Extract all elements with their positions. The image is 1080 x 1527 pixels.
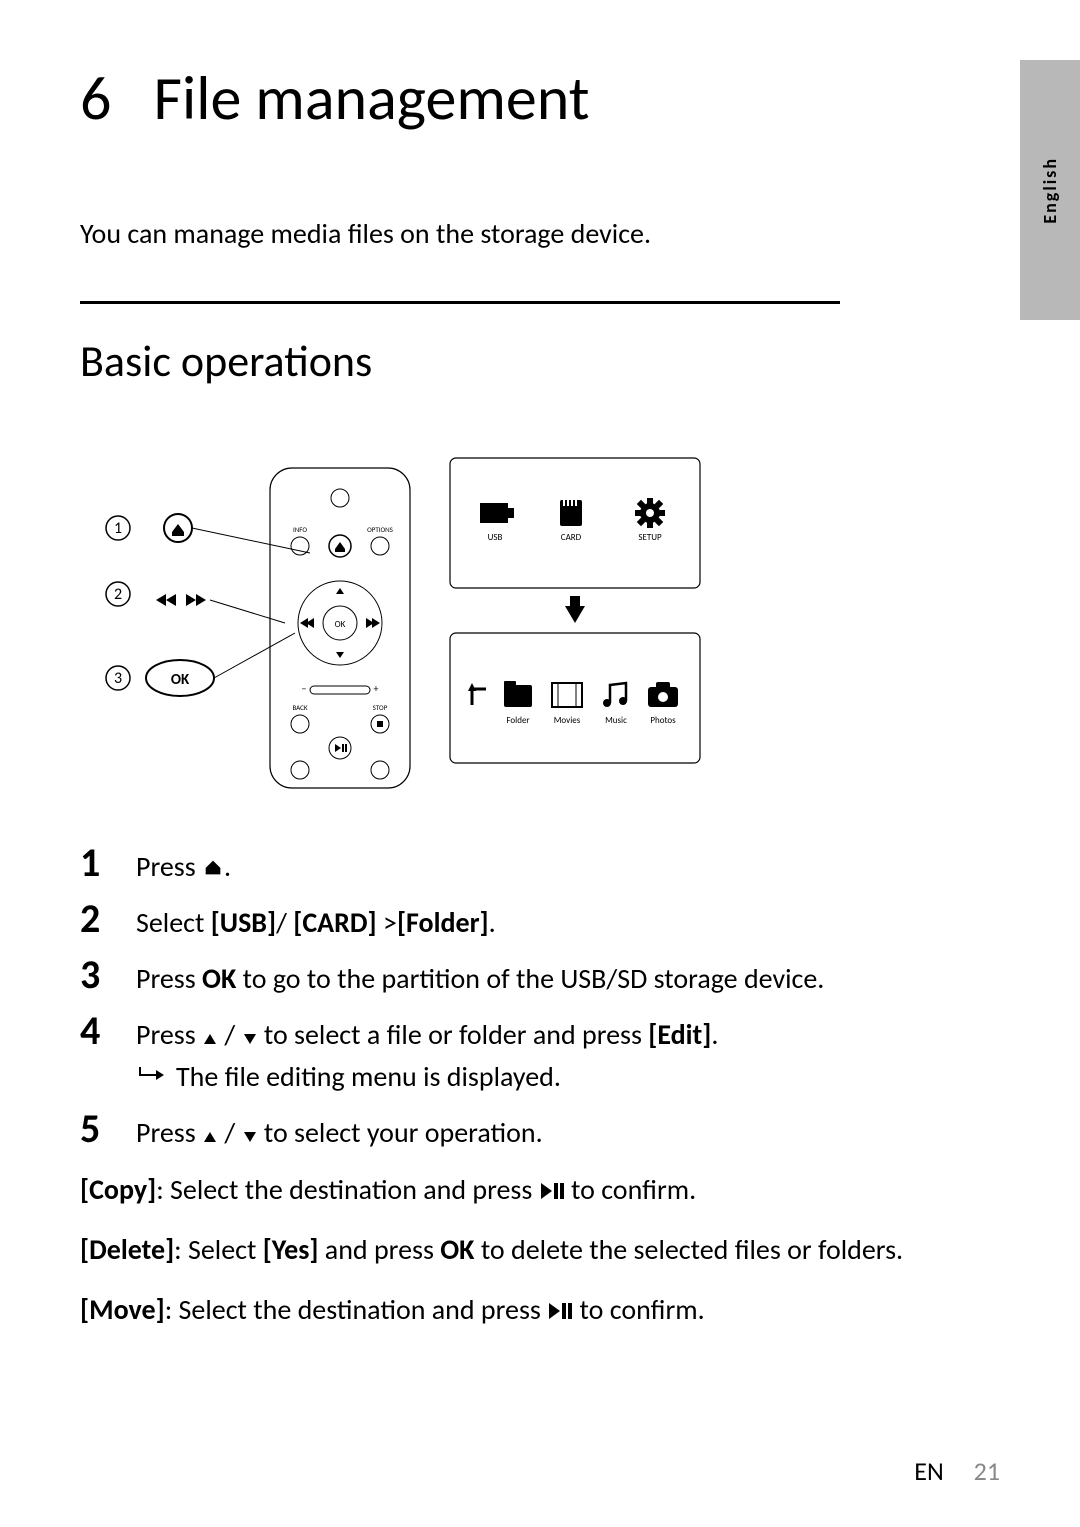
operation-paragraph: [Move]: Select the destination and press… xyxy=(80,1289,1000,1331)
svg-text:Folder: Folder xyxy=(506,715,529,726)
step-body: Press . xyxy=(136,843,1000,885)
chapter-title: File management xyxy=(154,60,590,136)
callout-3: 3 xyxy=(114,669,122,688)
step-number: 1 xyxy=(80,843,136,885)
section-title: Basic operations xyxy=(80,334,1000,388)
svg-text:CARD: CARD xyxy=(561,532,582,543)
step-sub: The file editing menu is displayed. xyxy=(136,1059,1000,1095)
steps-list: 1Press .2Select [USB]/ [CARD] >[Folder].… xyxy=(80,843,1000,1151)
arrow-down-icon xyxy=(565,606,585,623)
diagram-svg: 1 2 3 OK INFO OPTIONS xyxy=(80,438,720,798)
remote-illustration: INFO OPTIONS OK − + BACK STOP xyxy=(270,468,410,788)
step-item: 1Press . xyxy=(80,843,1000,885)
step-item: 2Select [USB]/ [CARD] >[Folder]. xyxy=(80,899,1000,941)
operation-paragraph: [Copy]: Select the destination and press… xyxy=(80,1169,1000,1211)
svg-text:Photos: Photos xyxy=(650,715,676,726)
page-title: 6 File management xyxy=(80,60,1000,136)
step-item: 3Press OK to go to the partition of the … xyxy=(80,955,1000,997)
svg-text:OK: OK xyxy=(335,619,346,630)
svg-text:BACK: BACK xyxy=(292,703,307,712)
svg-text:USB: USB xyxy=(488,532,503,543)
page-footer: EN 21 xyxy=(914,1455,1000,1487)
footer-lang: EN xyxy=(914,1455,943,1487)
svg-text:Music: Music xyxy=(605,715,627,726)
step-number: 5 xyxy=(80,1109,136,1151)
step-item: 5Press / to select your operation. xyxy=(80,1109,1000,1151)
step-body: Press / to select your operation. xyxy=(136,1109,1000,1151)
step-number: 2 xyxy=(80,899,136,941)
svg-text:SETUP: SETUP xyxy=(638,532,662,543)
step-number: 4 xyxy=(80,1011,136,1095)
svg-text:INFO: INFO xyxy=(293,525,307,534)
language-tab-label: English xyxy=(1039,157,1061,224)
diagram: 1 2 3 OK INFO OPTIONS xyxy=(80,438,1000,803)
svg-text:Movies: Movies xyxy=(554,715,581,726)
screen-bottom: Folder Movies Music Photos xyxy=(450,633,700,763)
operation-paragraph: [Delete]: Select [Yes] and press OK to d… xyxy=(80,1229,1000,1271)
svg-text:−: − xyxy=(302,682,307,695)
language-tab: English xyxy=(1020,60,1080,320)
intro-text: You can manage media files on the storag… xyxy=(80,216,1000,251)
footer-page: 21 xyxy=(974,1455,1000,1487)
section-divider xyxy=(80,301,840,304)
callout-2: 2 xyxy=(114,585,122,604)
ok-label: OK xyxy=(171,671,190,689)
callout-1: 1 xyxy=(114,519,122,538)
svg-text:+: + xyxy=(374,682,379,695)
operations-list: [Copy]: Select the destination and press… xyxy=(80,1169,1000,1331)
step-body: Press / to select a file or folder and p… xyxy=(136,1011,1000,1095)
step-body: Press OK to go to the partition of the U… xyxy=(136,955,1000,997)
step-item: 4Press / to select a file or folder and … xyxy=(80,1011,1000,1095)
step-number: 3 xyxy=(80,955,136,997)
screen-top: USB CARD SETUP xyxy=(450,458,700,588)
svg-text:OPTIONS: OPTIONS xyxy=(367,525,393,534)
svg-text:STOP: STOP xyxy=(373,703,388,712)
step-body: Select [USB]/ [CARD] >[Folder]. xyxy=(136,899,1000,941)
chapter-number: 6 xyxy=(80,60,111,136)
